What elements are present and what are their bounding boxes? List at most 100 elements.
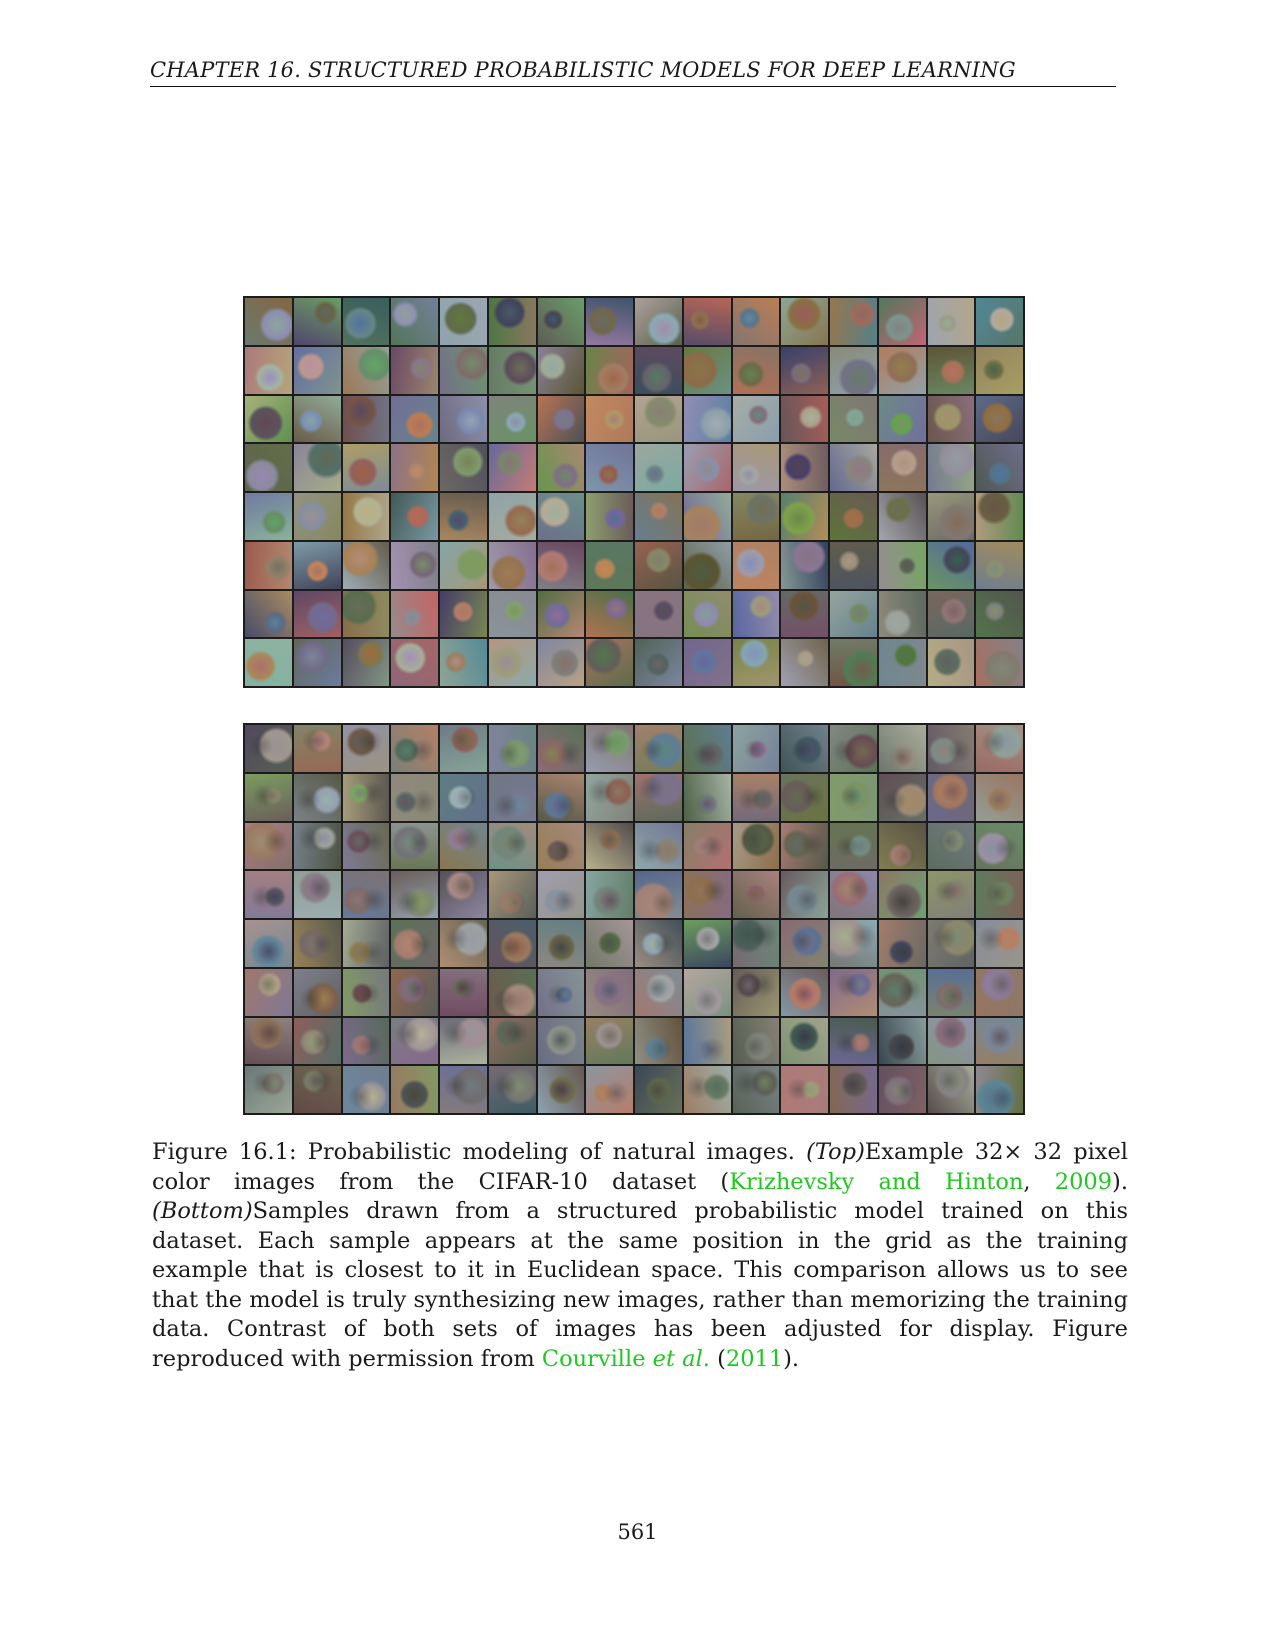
- training-image-tile: [391, 493, 438, 540]
- sample-image-tile: [245, 920, 292, 967]
- sample-image-tile: [488, 1017, 536, 1065]
- training-image-tile: [635, 346, 682, 394]
- training-image-tile: [342, 639, 390, 686]
- sample-image-tile: [830, 822, 877, 870]
- training-image-tile: [927, 444, 975, 491]
- training-image-tile: [245, 541, 292, 589]
- figure-label: Figure 16.1:: [152, 1139, 297, 1165]
- training-image-tile: [976, 590, 1023, 638]
- training-image-tile: [586, 590, 633, 638]
- sample-image-tile: [878, 968, 926, 1016]
- sample-image-tile: [586, 871, 633, 918]
- training-image-tile: [683, 298, 731, 345]
- sample-image-tile: [293, 920, 341, 967]
- running-header: CHAPTER 16. STRUCTURED PROBABILISTIC MOD…: [150, 58, 1116, 87]
- sample-image-tile: [830, 1066, 877, 1113]
- sample-image-tile: [586, 1066, 633, 1113]
- sample-image-tile: [635, 871, 682, 918]
- training-image-tile: [586, 346, 633, 394]
- training-image-tile: [342, 493, 390, 540]
- sample-image-tile: [878, 822, 926, 870]
- training-image-tile: [878, 444, 926, 491]
- sample-image-tile: [391, 968, 438, 1016]
- sample-image-tile: [976, 1017, 1023, 1065]
- sample-image-tile: [342, 773, 390, 821]
- sample-image-tile: [732, 1017, 780, 1065]
- training-image-tile: [391, 444, 438, 491]
- sample-image-tile: [878, 1017, 926, 1065]
- sample-image-tile: [976, 871, 1023, 918]
- training-image-tile: [732, 395, 780, 443]
- sample-image-tile: [342, 968, 390, 1016]
- sample-image-tile: [830, 920, 877, 967]
- training-image-tile: [683, 444, 731, 491]
- training-image-tile: [635, 298, 682, 345]
- sample-image-tile: [488, 968, 536, 1016]
- training-image-tile: [781, 346, 828, 394]
- training-image-tile: [488, 493, 536, 540]
- citation-link-courville[interactable]: Courville: [541, 1345, 653, 1372]
- citation-link-krizhevsky[interactable]: Krizhevsky and Hinton: [729, 1168, 1024, 1195]
- sample-image-tile: [732, 871, 780, 918]
- training-image-tile: [586, 298, 633, 345]
- training-image-tile: [878, 346, 926, 394]
- training-image-tile: [976, 541, 1023, 589]
- training-image-tile: [830, 541, 877, 589]
- training-image-tile: [440, 298, 487, 345]
- sample-image-tile: [537, 920, 585, 967]
- training-image-tile: [342, 346, 390, 394]
- sample-image-tile: [927, 1066, 975, 1113]
- training-image-tile: [976, 298, 1023, 345]
- sample-image-tile: [488, 773, 536, 821]
- training-image-tile: [878, 590, 926, 638]
- sample-image-tile: [927, 920, 975, 967]
- sample-image-tile: [732, 968, 780, 1016]
- training-image-tile: [635, 590, 682, 638]
- training-image-tile: [635, 444, 682, 491]
- sample-image-tile: [683, 1066, 731, 1113]
- sample-image-tile: [586, 822, 633, 870]
- sample-image-tile: [440, 871, 487, 918]
- sample-image-tile: [440, 920, 487, 967]
- sample-image-tile: [342, 1066, 390, 1113]
- sample-image-tile: [927, 871, 975, 918]
- citation-etal[interactable]: et al.: [652, 1345, 710, 1372]
- training-image-tile: [537, 346, 585, 394]
- training-image-tile: [830, 639, 877, 686]
- citation-year-link-2009[interactable]: 2009: [1054, 1168, 1113, 1195]
- model-samples-grid: [243, 723, 1025, 1115]
- sample-image-tile: [245, 773, 292, 821]
- sample-image-tile: [586, 773, 633, 821]
- sample-image-tile: [537, 968, 585, 1016]
- citation-year-link-2011[interactable]: 2011: [725, 1345, 784, 1372]
- training-image-tile: [440, 395, 487, 443]
- sample-image-tile: [537, 1017, 585, 1065]
- sample-image-tile: [830, 725, 877, 772]
- training-image-tile: [927, 541, 975, 589]
- training-image-tile: [878, 639, 926, 686]
- sample-image-tile: [245, 725, 292, 772]
- training-image-tile: [732, 298, 780, 345]
- training-image-tile: [781, 639, 828, 686]
- training-image-tile: [293, 639, 341, 686]
- training-image-tile: [440, 493, 487, 540]
- sample-image-tile: [878, 773, 926, 821]
- training-image-tile: [342, 298, 390, 345]
- training-image-tile: [976, 493, 1023, 540]
- sample-image-tile: [586, 920, 633, 967]
- figure-caption: Figure 16.1: Probabilistic modeling of n…: [152, 1138, 1128, 1374]
- training-image-tile: [878, 493, 926, 540]
- training-image-tile: [440, 444, 487, 491]
- sample-image-tile: [830, 773, 877, 821]
- sample-image-tile: [683, 725, 731, 772]
- sample-image-tile: [342, 725, 390, 772]
- training-image-tile: [391, 298, 438, 345]
- training-image-tile: [245, 444, 292, 491]
- training-image-tile: [781, 541, 828, 589]
- training-image-tile: [830, 395, 877, 443]
- sample-image-tile: [781, 1017, 828, 1065]
- sample-image-tile: [391, 822, 438, 870]
- sample-image-tile: [732, 773, 780, 821]
- sample-image-tile: [830, 968, 877, 1016]
- sample-image-tile: [683, 871, 731, 918]
